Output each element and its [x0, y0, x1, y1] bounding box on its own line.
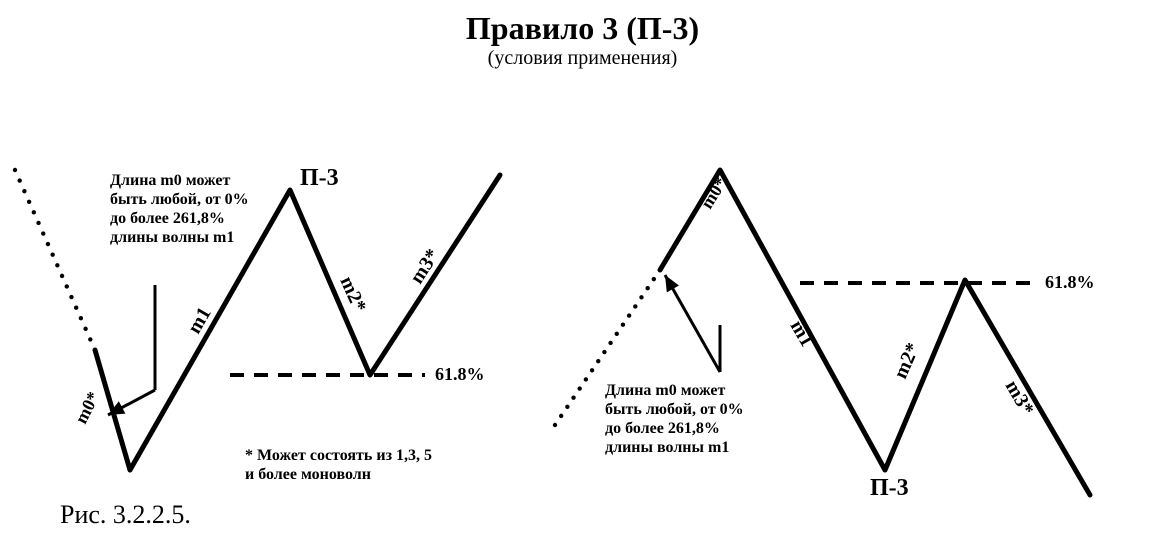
svg-text:m2*: m2*: [889, 340, 924, 382]
svg-text:61.8%: 61.8%: [435, 364, 485, 384]
svg-text:П-3: П-3: [300, 165, 339, 191]
svg-text:m1: m1: [786, 317, 818, 351]
svg-text:длины волны m1: длины волны m1: [110, 229, 234, 246]
svg-text:Длина m0 может: Длина m0 может: [605, 382, 726, 399]
page-subtitle: (условия применения): [0, 47, 1165, 70]
svg-text:m0*: m0*: [71, 388, 104, 426]
svg-text:и более моноволн: и более моноволн: [245, 466, 371, 483]
svg-text:61.8%: 61.8%: [1045, 272, 1095, 292]
svg-text:до более 261,8%: до более 261,8%: [605, 420, 720, 437]
svg-text:* Может состоять из 1,3, 5: * Может состоять из 1,3, 5: [245, 447, 432, 464]
svg-text:до более 261,8%: до более 261,8%: [110, 210, 225, 227]
svg-text:П-3: П-3: [870, 475, 909, 500]
svg-text:быть любой, от 0%: быть любой, от 0%: [605, 401, 744, 418]
svg-text:длины волны m1: длины волны m1: [605, 439, 729, 456]
page-title: Правило 3 (П-3): [0, 0, 1165, 47]
svg-text:m3*: m3*: [1001, 377, 1038, 420]
svg-text:быть любой, от 0%: быть любой, от 0%: [110, 191, 249, 208]
diagram-svg: 61.8% П-3 m0* m1 m2* m3* Длина m0 может быть лю…: [0, 70, 1165, 500]
figure-caption: Рис. 3.2.2.5.: [60, 500, 191, 530]
svg-text:Длина m0 может: Длина m0 может: [110, 172, 231, 189]
